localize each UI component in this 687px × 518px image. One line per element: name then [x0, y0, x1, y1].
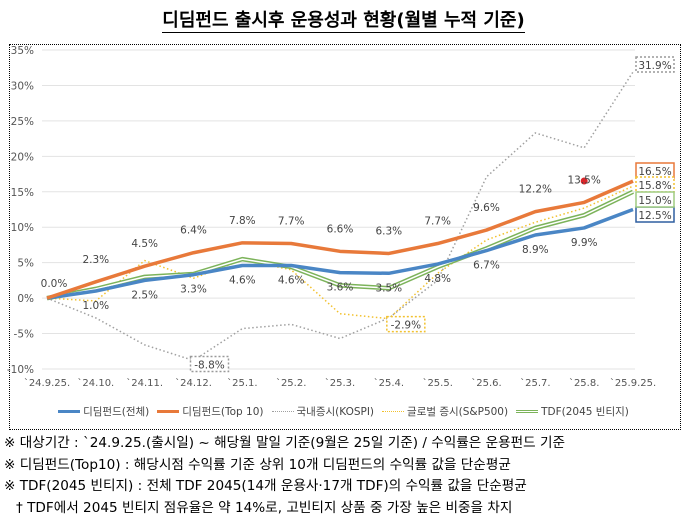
y-tick-label: 20%	[11, 151, 34, 163]
series-line-kospi	[46, 71, 634, 362]
legend-swatch	[382, 411, 405, 412]
x-tick-label: `24.9.25.	[24, 377, 70, 389]
x-tick-label: `25.5.	[422, 377, 452, 389]
data-label: 7.7%	[424, 216, 451, 228]
legend-item-tdf: TDF(2045 빈티지)	[516, 404, 629, 419]
data-label: 13.5%	[567, 174, 600, 186]
data-label: 4.6%	[278, 275, 305, 287]
x-tick-label: `24.12.	[175, 377, 212, 389]
data-label: 8.9%	[522, 244, 549, 256]
legend-swatch	[271, 411, 294, 412]
data-label: 7.8%	[229, 215, 256, 227]
y-tick-label: 25%	[11, 116, 34, 128]
y-tick-label: -5%	[14, 329, 34, 341]
legend-label: 글로벌 증시(S&P500)	[407, 406, 509, 418]
data-label: 4.5%	[131, 238, 158, 250]
note-tdf-share: † TDF에서 2045 빈티지 점유율은 약 14%로, 고빈티지 상품 중 …	[16, 499, 513, 516]
y-tick-label: 5%	[17, 258, 34, 270]
x-tick-label: `25.2.	[276, 377, 306, 389]
legend: 디딤펀드(전체) 디딤펀드(Top 10) 국내증시(KOSPI) 글로벌 증시…	[0, 404, 687, 419]
series-line-sp500	[46, 185, 634, 320]
data-label: 7.7%	[278, 216, 305, 228]
data-label: 2.3%	[82, 254, 109, 266]
x-tick-label: `25.8.	[569, 377, 599, 389]
data-label: 9.6%	[473, 202, 500, 214]
data-label: 6.7%	[473, 260, 500, 272]
label-box	[189, 355, 230, 373]
legend-label: 국내증시(KOSPI)	[296, 406, 375, 418]
legend-label: 디딤펀드(전체)	[83, 406, 150, 418]
y-tick-label: -10%	[7, 364, 34, 376]
note-top10: ※ 디딤펀드(Top10) : 해당시점 수익률 기준 상위 10개 디딤펀드의…	[4, 456, 511, 473]
label-box	[386, 315, 426, 333]
legend-swatch	[157, 410, 180, 413]
x-tick-label: `25.4.	[374, 377, 404, 389]
y-tick-label: 30%	[11, 80, 34, 92]
line-chart: 35% 30% 25% 20% 15% 10% 5% 0% -5% -10%`24.9.25. `2…	[7, 45, 675, 389]
red-dot-marker	[580, 177, 588, 185]
chart-title-text: 디딤펀드 출시후 운용성과 현황(월별 누적 기준)	[162, 10, 525, 33]
data-label: 12.2%	[519, 184, 552, 196]
label-box	[635, 191, 675, 208]
data-label: 6.6%	[327, 223, 354, 235]
x-tick-label: `25.6.	[471, 377, 501, 389]
data-label: 4.8%	[424, 273, 451, 285]
chart-title: 디딤펀드 출시후 운용성과 현황(월별 누적 기준)	[0, 6, 687, 33]
data-label: 0.0%	[41, 278, 68, 290]
y-tick-label: 35%	[11, 45, 34, 57]
data-label: 3.5%	[375, 282, 402, 294]
data-label: 9.9%	[571, 237, 598, 249]
data-label: 6.4%	[180, 225, 207, 237]
label-box	[635, 56, 675, 73]
x-tick-label: `25.9.25.	[610, 377, 656, 389]
data-label: 1.0%	[82, 300, 109, 312]
series-line-top10	[46, 179, 634, 300]
footnotes: ※ 대상기간 : `24.9.25.(출시일) ~ 해당월 말일 기준(9월은 …	[4, 433, 565, 518]
data-label: 12.5%	[638, 210, 671, 222]
legend-item-all: 디딤펀드(전체)	[58, 404, 149, 419]
data-label: -8.8%	[194, 359, 224, 371]
data-label: 16.5%	[638, 166, 671, 178]
data-label: 2.5%	[131, 289, 158, 301]
y-tick-label: 0%	[17, 293, 34, 305]
chart-frame	[9, 44, 681, 430]
data-label: 3.3%	[180, 284, 207, 296]
x-tick-label: `24.10.	[77, 377, 114, 389]
series-line-tdf-inner	[46, 191, 634, 299]
x-tick-label: `24.11.	[126, 377, 163, 389]
x-tick-label: `25.1.	[227, 377, 257, 389]
data-label: 6.3%	[375, 225, 402, 237]
data-label: -2.9%	[391, 320, 421, 332]
y-tick-label: 10%	[11, 222, 34, 234]
legend-label: TDF(2045 빈티지)	[541, 406, 629, 418]
legend-swatch	[516, 410, 539, 413]
data-label: 4.6%	[229, 275, 256, 287]
legend-swatch	[58, 410, 81, 413]
legend-item-kospi: 국내증시(KOSPI)	[271, 404, 375, 419]
series-line-all	[46, 207, 634, 300]
note-period: ※ 대상기간 : `24.9.25.(출시일) ~ 해당월 말일 기준(9월은 …	[4, 435, 565, 451]
y-tick-label: 15%	[11, 187, 34, 199]
note-tdf: ※ TDF(2045 빈티지) : 전체 TDF 2045(14개 운용사·17…	[4, 478, 527, 494]
x-tick-label: `25.7.	[520, 377, 550, 389]
data-label: 3.6%	[327, 282, 354, 294]
legend-label: 디딤펀드(Top 10)	[182, 406, 264, 418]
data-label: 15.8%	[638, 180, 671, 192]
data-label: 31.9%	[638, 60, 671, 72]
data-label: 15.0%	[638, 195, 671, 207]
legend-item-sp500: 글로벌 증시(S&P500)	[382, 404, 508, 419]
x-tick-label: `25.3.	[325, 377, 355, 389]
legend-item-top10: 디딤펀드(Top 10)	[157, 404, 264, 419]
